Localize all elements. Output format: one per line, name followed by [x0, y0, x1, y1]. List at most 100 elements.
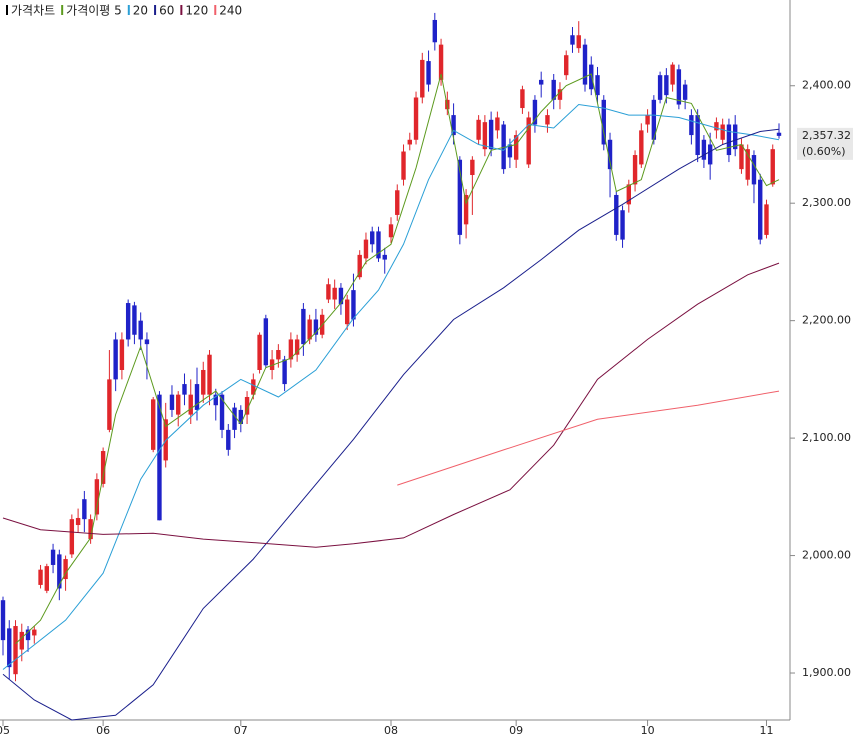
- last-price: 2,357.32: [802, 129, 851, 142]
- candle-body: [470, 159, 475, 176]
- candle-body: [482, 122, 488, 150]
- candle-body: [294, 339, 300, 355]
- candle-body: [251, 379, 256, 395]
- candle-body: [570, 35, 575, 45]
- candle-body: [226, 429, 231, 450]
- price-box: [797, 127, 853, 160]
- candle-body: [351, 290, 356, 320]
- moving-average-line: [15, 73, 780, 645]
- candle-body: [313, 319, 319, 335]
- candle-body: [113, 339, 118, 380]
- legend-swatch: [6, 5, 8, 15]
- legend-label: 60: [159, 4, 174, 18]
- candle-body: [501, 124, 506, 170]
- candle-body: [25, 629, 31, 641]
- candle-body: [538, 79, 544, 85]
- candle-body: [639, 130, 644, 165]
- candle-body: [395, 190, 400, 215]
- candle-body: [657, 75, 663, 100]
- moving-average-line: [397, 390, 780, 486]
- candle-body: [758, 179, 763, 240]
- x-tick-label: 08: [384, 724, 398, 737]
- candle-body: [770, 149, 775, 185]
- candle-body: [238, 409, 244, 425]
- candle-body: [232, 407, 237, 430]
- y-tick-label: 1,900.00: [802, 666, 851, 679]
- candle-body: [50, 549, 56, 565]
- candle-body: [476, 119, 481, 140]
- x-tick-label: 11: [759, 724, 773, 737]
- legend-label: 20: [133, 4, 148, 18]
- candle-body: [526, 117, 531, 165]
- candle-body: [532, 99, 538, 125]
- y-tick-label: 2,200.00: [802, 314, 851, 327]
- x-tick-label: 05: [0, 724, 10, 737]
- candle-body: [426, 61, 431, 85]
- candle-body: [213, 394, 218, 406]
- candle-body: [720, 124, 725, 140]
- candle-body: [745, 149, 750, 180]
- candle-body: [607, 139, 613, 170]
- candle-body: [244, 396, 250, 415]
- candle-body: [595, 75, 600, 96]
- candle-body: [420, 59, 425, 98]
- candle-body: [739, 144, 744, 170]
- candle-body: [75, 517, 81, 526]
- candle-body: [263, 318, 269, 366]
- candle-body: [19, 631, 24, 650]
- candle-body: [382, 254, 387, 260]
- candle-body: [432, 19, 438, 43]
- candle-body: [370, 231, 375, 245]
- x-tick-label: 09: [509, 724, 523, 737]
- candle-body: [451, 115, 456, 136]
- candle-body: [138, 320, 143, 340]
- x-tick-label: 07: [234, 724, 248, 737]
- candle-body: [695, 115, 700, 156]
- candle-body: [388, 224, 394, 238]
- candle-body: [457, 159, 463, 235]
- candle-body: [689, 115, 694, 136]
- candle-body: [463, 194, 469, 225]
- candle-body: [582, 44, 588, 85]
- y-tick-label: 2,300.00: [802, 196, 851, 209]
- candle-body: [338, 287, 344, 305]
- candle-body: [301, 308, 306, 345]
- candle-body: [732, 124, 738, 150]
- candle-body: [664, 75, 669, 96]
- candle-body: [632, 155, 638, 185]
- legend-label: 가격이평 5: [66, 4, 122, 18]
- legend-swatch: [127, 5, 130, 15]
- y-tick-label: 2,100.00: [802, 431, 851, 444]
- x-tick-label: 10: [641, 724, 655, 737]
- legend-swatch: [61, 5, 64, 15]
- y-tick-label: 2,400.00: [802, 79, 851, 92]
- candle-body: [7, 628, 12, 668]
- candle-body: [589, 64, 594, 90]
- candle-body: [576, 35, 581, 49]
- candle-body: [714, 122, 719, 131]
- candle-body: [701, 139, 707, 160]
- legend-swatch: [154, 5, 157, 15]
- candle-body: [57, 554, 62, 589]
- candle-body: [13, 626, 18, 675]
- change-label: (0.60%): [802, 145, 846, 158]
- candle-body: [119, 339, 125, 370]
- candle-body: [32, 629, 37, 636]
- candle-body: [645, 115, 650, 125]
- candle-body: [219, 394, 225, 430]
- candle-body: [44, 566, 50, 591]
- candle-body: [207, 354, 212, 395]
- candle-body: [188, 394, 193, 415]
- candle-body: [169, 394, 175, 410]
- candle-body: [413, 97, 419, 140]
- candle-body: [682, 84, 688, 100]
- candle-body: [557, 89, 563, 100]
- x-tick-label: 06: [96, 724, 110, 737]
- candle-body: [507, 144, 513, 158]
- candle-body: [751, 155, 757, 185]
- candle-body: [194, 384, 200, 410]
- candle-body: [107, 379, 112, 430]
- candle-body: [513, 135, 519, 160]
- candle-body: [545, 115, 550, 125]
